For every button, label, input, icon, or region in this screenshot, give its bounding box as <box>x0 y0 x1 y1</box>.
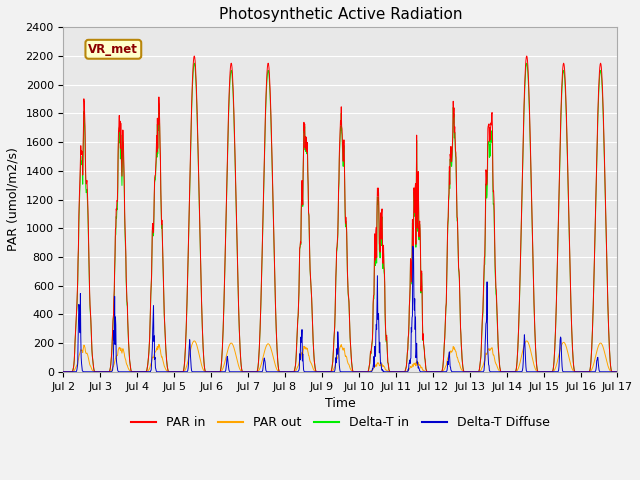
Text: VR_met: VR_met <box>88 43 138 56</box>
Title: Photosynthetic Active Radiation: Photosynthetic Active Radiation <box>219 7 462 22</box>
Legend: PAR in, PAR out, Delta-T in, Delta-T Diffuse: PAR in, PAR out, Delta-T in, Delta-T Dif… <box>127 411 554 434</box>
X-axis label: Time: Time <box>325 397 356 410</box>
Y-axis label: PAR (umol/m2/s): PAR (umol/m2/s) <box>7 147 20 252</box>
